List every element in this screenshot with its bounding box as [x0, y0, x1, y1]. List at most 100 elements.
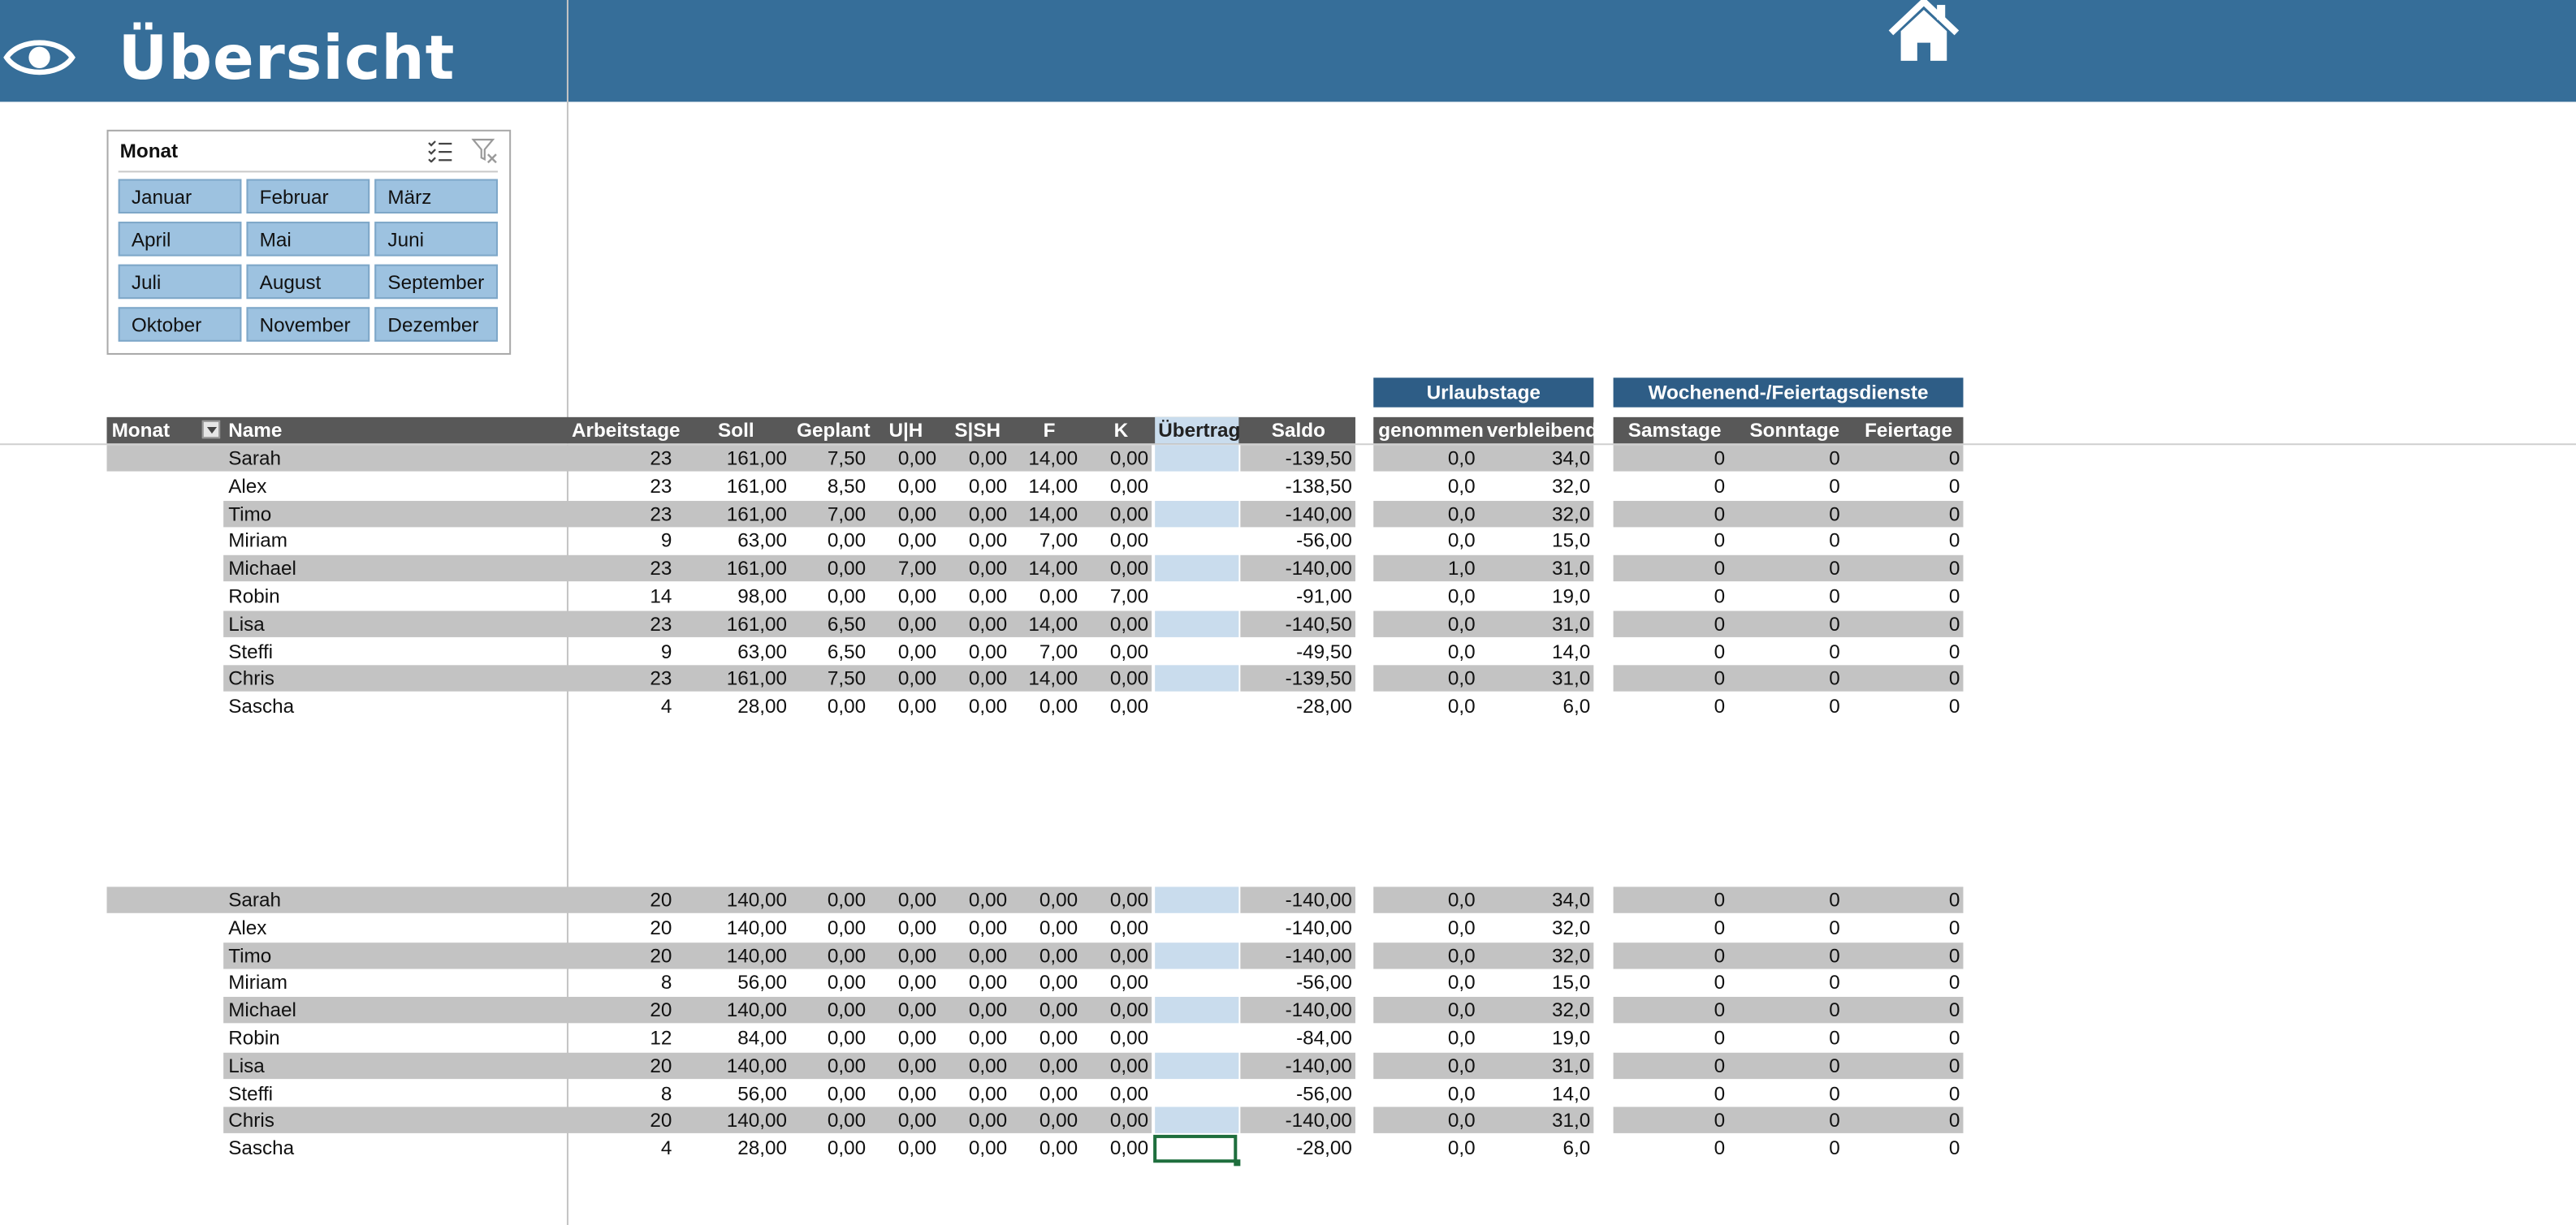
cell-arbeitstage: 23 [650, 667, 672, 691]
cell-uh: 0,00 [897, 474, 937, 498]
cell-uh: 0,00 [897, 667, 937, 691]
cell-genommen: 0,0 [1447, 1081, 1476, 1105]
cell-name: Sascha [228, 1137, 295, 1160]
page-title: Übersicht [118, 23, 456, 94]
col-header-genommen: genommen [1378, 418, 1484, 442]
cell-feiertage: 0 [1948, 943, 1960, 967]
cell-name: Robin [228, 1026, 280, 1050]
cell-geplant: 0,00 [827, 584, 867, 608]
month-button-maerz[interactable]: März [374, 179, 498, 214]
cell-uh: 0,00 [897, 1054, 937, 1077]
cell-uebertrag[interactable] [1155, 500, 1239, 527]
row-band [223, 555, 1152, 582]
cell-soll: 140,00 [726, 1109, 788, 1132]
month-button-juli[interactable]: Juli [118, 264, 242, 300]
cell-name: Chris [228, 667, 274, 691]
section-header-urlaubstage: Urlaubstage [1373, 377, 1594, 408]
cell-name: Steffi [228, 640, 274, 663]
cell-uh: 0,00 [897, 502, 937, 525]
month-button-april[interactable]: April [118, 222, 242, 257]
cell-ssh: 0,00 [968, 1054, 1008, 1077]
cell-uebertrag[interactable] [1155, 1080, 1238, 1106]
table-header-bar-wochenend [1613, 416, 1964, 444]
row-band [1373, 555, 1594, 582]
cell-uebertrag[interactable] [1155, 472, 1238, 498]
cell-arbeitstage: 23 [650, 612, 672, 636]
cell-sonntage: 0 [1829, 557, 1840, 580]
cell-genommen: 0,0 [1447, 667, 1476, 691]
cell-f: 0,00 [1039, 1054, 1078, 1077]
month-slicer: Monat Januar Februar März April Mai Juni… [106, 129, 512, 355]
cell-f: 0,00 [1039, 999, 1078, 1022]
cell-samstage: 0 [1714, 474, 1726, 498]
cell-uh: 0,00 [897, 529, 937, 553]
home-icon[interactable] [1886, 0, 1961, 63]
cell-feiertage: 0 [1948, 529, 1960, 553]
cell-uebertrag[interactable] [1155, 638, 1238, 664]
cell-sonntage: 0 [1829, 502, 1840, 525]
cell-uebertrag[interactable] [1155, 555, 1239, 582]
month-button-januar[interactable]: Januar [118, 179, 242, 214]
cell-geplant: 0,00 [827, 1109, 867, 1132]
month-button-dezember[interactable]: Dezember [374, 307, 498, 342]
month-button-august[interactable]: August [246, 264, 370, 300]
month-button-september[interactable]: September [374, 264, 498, 300]
month-button-juni[interactable]: Juni [374, 222, 498, 257]
cell-uebertrag[interactable] [1155, 583, 1238, 609]
row-band [1240, 886, 1355, 913]
cell-ssh: 0,00 [968, 640, 1008, 663]
month-button-november[interactable]: November [246, 307, 370, 342]
cell-sonntage: 0 [1829, 971, 1840, 994]
cell-soll: 161,00 [726, 474, 788, 498]
cell-verbleibend: 31,0 [1552, 667, 1591, 691]
row-band [106, 886, 1152, 913]
cell-k: 0,00 [1109, 446, 1149, 470]
cell-uebertrag[interactable] [1155, 914, 1238, 940]
cell-soll: 161,00 [726, 502, 788, 525]
month-button-oktober[interactable]: Oktober [118, 307, 242, 342]
cell-uebertrag[interactable] [1155, 610, 1239, 637]
row-band [1613, 1107, 1964, 1134]
cell-uebertrag[interactable] [1155, 445, 1239, 472]
cell-uebertrag[interactable] [1155, 666, 1239, 692]
cell-arbeitstage: 20 [650, 1054, 672, 1077]
clear-filter-icon[interactable] [471, 138, 498, 164]
row-band [1373, 445, 1594, 472]
cell-uebertrag[interactable] [1155, 1107, 1239, 1134]
cell-uebertrag[interactable] [1155, 1052, 1239, 1079]
cell-saldo: -140,00 [1285, 1109, 1352, 1132]
active-cell-selection[interactable] [1153, 1134, 1241, 1166]
cell-name: Sascha [228, 695, 295, 718]
cell-uebertrag[interactable] [1155, 969, 1238, 995]
cell-arbeitstage: 20 [650, 999, 672, 1022]
month-button-februar[interactable]: Februar [246, 179, 370, 214]
month-button-mai[interactable]: Mai [246, 222, 370, 257]
cell-sonntage: 0 [1829, 446, 1840, 470]
cell-soll: 140,00 [726, 916, 788, 939]
cell-uh: 0,00 [897, 1109, 937, 1132]
filter-dropdown-icon[interactable] [201, 420, 221, 439]
cell-genommen: 0,0 [1447, 446, 1476, 470]
cell-arbeitstage: 8 [660, 1081, 672, 1105]
cell-uebertrag[interactable] [1155, 693, 1238, 719]
cell-arbeitstage: 20 [650, 943, 672, 967]
multi-select-icon[interactable] [427, 140, 453, 163]
cell-saldo: -140,00 [1285, 888, 1352, 912]
cell-f: 0,00 [1039, 1026, 1078, 1050]
cell-uebertrag[interactable] [1155, 886, 1239, 913]
cell-uebertrag[interactable] [1155, 1024, 1238, 1050]
cell-name: Michael [228, 999, 296, 1022]
cell-f: 0,00 [1039, 971, 1078, 994]
cell-uebertrag[interactable] [1155, 942, 1239, 968]
cell-uebertrag[interactable] [1155, 528, 1238, 554]
eye-icon[interactable] [3, 28, 76, 87]
cell-sonntage: 0 [1829, 640, 1840, 663]
cell-sonntage: 0 [1829, 888, 1840, 912]
cell-uebertrag[interactable] [1155, 997, 1239, 1024]
cell-arbeitstage: 20 [650, 1109, 672, 1132]
cell-arbeitstage: 23 [650, 474, 672, 498]
col-header-geplant: Geplant [797, 418, 871, 442]
cell-feiertage: 0 [1948, 1109, 1960, 1132]
cell-geplant: 0,00 [827, 971, 867, 994]
cell-genommen: 0,0 [1447, 529, 1476, 553]
